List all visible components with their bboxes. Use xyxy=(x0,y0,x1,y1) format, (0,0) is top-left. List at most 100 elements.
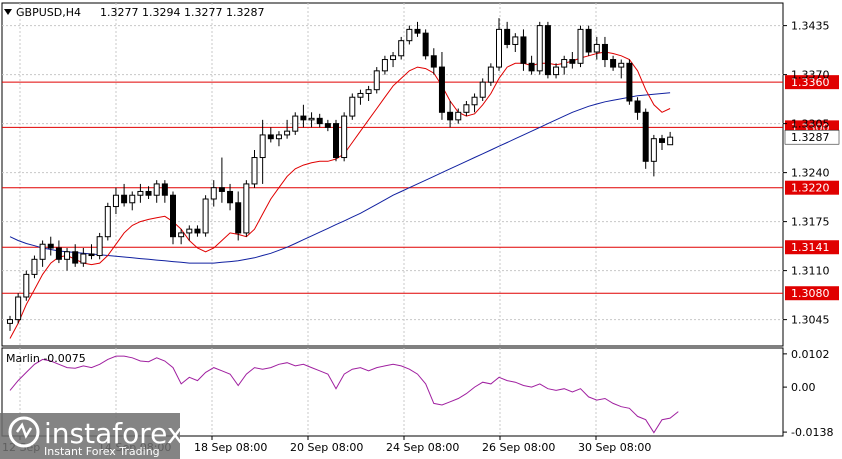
candle-body xyxy=(137,190,144,196)
level-label-bg xyxy=(785,75,839,90)
oscillator-label: Marlin -0.0075 xyxy=(6,352,86,365)
candle xyxy=(496,18,502,71)
level-label: 1.3360 xyxy=(791,76,830,89)
candle xyxy=(292,112,299,135)
candle xyxy=(104,202,111,241)
candle-body xyxy=(72,251,79,264)
candle-body xyxy=(39,243,46,260)
candle-body xyxy=(341,115,348,159)
candle-body xyxy=(194,228,201,234)
candle xyxy=(145,186,152,199)
candle-body xyxy=(31,258,38,275)
candle xyxy=(422,29,429,60)
ma-slow-line xyxy=(9,92,671,264)
candle xyxy=(121,183,128,207)
candle-body xyxy=(365,89,372,94)
candle xyxy=(504,21,511,49)
oscillator-pane: Marlin -0.0075 0.0102 0.00 -0.0138 xyxy=(6,348,833,439)
candle xyxy=(137,183,144,203)
price-tick-label: 1.3045 xyxy=(791,314,830,327)
candle xyxy=(438,52,445,120)
candle-body xyxy=(218,187,225,192)
candle-body xyxy=(496,28,502,68)
candle xyxy=(47,236,54,256)
price-tick-label: 1.3110 xyxy=(791,265,830,278)
candle xyxy=(31,255,38,279)
candle xyxy=(512,33,519,52)
price-tick-label: 1.3240 xyxy=(791,167,830,180)
candle xyxy=(341,112,348,162)
candle xyxy=(365,85,372,101)
candle xyxy=(153,180,160,203)
candle-body xyxy=(561,59,568,68)
candle xyxy=(333,119,339,162)
candle-body xyxy=(414,28,421,34)
candle-body xyxy=(112,194,119,208)
price-tick-label: 1.3370 xyxy=(791,69,830,82)
candle-body xyxy=(610,59,617,68)
candle-body xyxy=(569,59,576,64)
candle xyxy=(55,240,62,264)
candle-body xyxy=(471,96,478,106)
candle xyxy=(585,25,592,56)
candle xyxy=(561,55,568,75)
candle-body xyxy=(634,100,641,113)
candle-body xyxy=(15,296,22,321)
candle xyxy=(357,89,364,105)
candle xyxy=(170,191,176,245)
ohlc-values: 1.3277 1.3294 1.3277 1.3287 xyxy=(100,6,264,19)
candle-body xyxy=(553,66,560,76)
candle-body xyxy=(487,66,494,83)
candle-body xyxy=(47,243,54,249)
time-tick-label: 26 Sep 08:00 xyxy=(482,441,555,454)
instaforex-logo-icon xyxy=(8,416,40,448)
candle-body xyxy=(422,32,429,57)
watermark-brand: instaforex xyxy=(44,417,183,450)
candle-body xyxy=(536,25,543,72)
candle xyxy=(544,21,551,79)
candle xyxy=(430,48,437,75)
candle xyxy=(593,36,600,60)
candle-body xyxy=(55,247,62,260)
candle xyxy=(316,113,323,128)
candle xyxy=(659,134,665,150)
triangle-down-icon[interactable] xyxy=(4,9,12,15)
candle xyxy=(88,244,95,260)
candle xyxy=(324,119,331,132)
candle xyxy=(610,55,617,71)
candle xyxy=(373,67,380,94)
level-label: 1.3141 xyxy=(791,241,830,254)
price-pane-frame xyxy=(1,2,784,347)
candle xyxy=(267,127,274,143)
grid xyxy=(1,2,784,437)
candle xyxy=(528,55,535,75)
candle xyxy=(186,225,193,241)
candle xyxy=(243,180,250,237)
candle-body xyxy=(381,59,388,72)
chart-header: GBPUSD,H4 1.3277 1.3294 1.3277 1.3287 xyxy=(4,6,264,19)
candle-body xyxy=(275,134,282,140)
candle-body xyxy=(121,194,128,204)
candle-body xyxy=(577,28,584,64)
candle xyxy=(414,21,421,37)
candle xyxy=(194,225,201,237)
candle xyxy=(96,232,103,260)
candle-body xyxy=(104,206,111,238)
candle-body xyxy=(642,111,649,162)
candle-body xyxy=(235,202,242,234)
candle xyxy=(487,63,494,86)
candle xyxy=(227,183,234,211)
candle xyxy=(520,29,527,71)
level-label: 1.3080 xyxy=(791,287,830,300)
candle-body xyxy=(64,251,71,260)
candle-body xyxy=(504,28,511,45)
candle xyxy=(64,248,71,271)
level-label-bg xyxy=(785,240,839,255)
candle-body xyxy=(292,115,299,132)
price-tick-label: 1.3175 xyxy=(791,216,830,229)
candle-body xyxy=(308,117,315,121)
candle xyxy=(536,21,543,75)
time-tick-label: 30 Sep 08:00 xyxy=(578,441,651,454)
